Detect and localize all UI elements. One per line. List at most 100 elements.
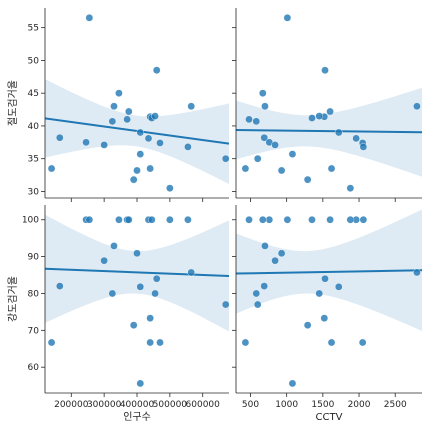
panel-pop-robbery: 60 70 80 90 100 20000030000040000050000060000… <box>7 205 230 423</box>
x-tick-label: 400000 <box>120 400 155 410</box>
x-tick-label: 500 <box>242 400 259 410</box>
data-point <box>258 215 267 224</box>
x-axis-label: 인구수 <box>123 411 151 423</box>
data-point <box>166 215 174 224</box>
data-point <box>221 300 230 309</box>
y-tick-label: 80 <box>28 289 40 299</box>
data-point <box>288 379 297 388</box>
data-point <box>283 215 292 224</box>
data-point <box>151 112 159 120</box>
confidence-band <box>236 87 422 177</box>
data-point <box>100 256 108 265</box>
data-point <box>136 283 145 291</box>
data-point <box>359 143 368 151</box>
y-tick-label: 90 <box>28 253 40 263</box>
data-point <box>261 102 269 111</box>
data-point <box>241 164 250 173</box>
data-point <box>303 321 312 329</box>
x-tick-label: 1000 <box>275 400 298 410</box>
data-point <box>334 283 343 291</box>
data-point <box>47 338 56 347</box>
panel-cctv-robbery: 500 1000 1500 2000 2500 CCTV <box>232 205 422 423</box>
data-point <box>100 141 108 149</box>
y-tick-label: 45 <box>28 89 39 99</box>
y-tick-label: 30 <box>28 187 40 197</box>
data-point <box>326 215 334 224</box>
data-point <box>85 215 94 224</box>
data-point <box>110 242 118 250</box>
regression-line <box>236 269 422 275</box>
data-point <box>308 215 316 224</box>
y-tick-label: 35 <box>28 155 39 165</box>
data-point <box>136 128 145 137</box>
data-point <box>124 215 133 224</box>
panel-pop-theft: 30 35 40 45 50 55 절도검거율 <box>6 8 230 202</box>
data-point <box>129 321 138 329</box>
data-point <box>321 66 329 75</box>
x-tick-label: 300000 <box>87 400 122 410</box>
data-point <box>123 115 131 124</box>
data-point <box>260 133 269 142</box>
data-point <box>253 154 262 163</box>
data-point <box>152 66 161 75</box>
data-point <box>136 150 145 158</box>
data-point <box>108 289 117 298</box>
data-point <box>265 215 274 224</box>
data-point <box>245 215 253 224</box>
panels-layer: 30 35 40 45 50 55 절도검거율 60 70 80 90 100 200000300000… <box>6 8 422 423</box>
data-point <box>327 164 336 173</box>
data-point <box>252 289 261 298</box>
data-point <box>110 102 118 111</box>
data-point <box>261 242 269 250</box>
data-point <box>277 249 286 258</box>
x-axis-label: CCTV <box>316 412 343 423</box>
data-point <box>146 164 154 173</box>
data-point <box>221 154 230 163</box>
data-point <box>288 150 297 158</box>
data-point <box>115 215 123 224</box>
data-point <box>315 289 324 298</box>
data-point <box>245 115 253 124</box>
data-point <box>315 112 324 120</box>
data-point <box>133 249 141 258</box>
panel-cctv-theft <box>232 8 422 202</box>
data-point <box>47 164 56 173</box>
data-point <box>151 289 159 298</box>
data-point <box>321 274 329 283</box>
y-axis-label: 강도검거율 <box>7 276 19 322</box>
data-point <box>260 282 269 290</box>
data-point <box>55 133 64 142</box>
data-point <box>326 107 334 116</box>
data-point <box>146 314 154 322</box>
data-point <box>271 256 279 265</box>
data-point <box>108 117 117 126</box>
data-point <box>129 175 138 184</box>
data-point <box>152 274 161 283</box>
data-point <box>283 14 292 22</box>
y-tick-label: 100 <box>22 216 39 226</box>
data-point <box>359 215 368 224</box>
data-point <box>147 215 156 224</box>
y-tick-label: 60 <box>28 363 40 373</box>
data-point <box>358 338 367 347</box>
regression-line <box>45 267 229 277</box>
confidence-band <box>236 209 422 331</box>
data-point <box>308 114 316 122</box>
y-tick-label: 50 <box>28 56 40 66</box>
data-point <box>271 141 279 149</box>
data-point <box>253 300 262 309</box>
x-tick-label: 2000 <box>348 400 371 410</box>
data-point <box>156 338 164 347</box>
y-tick-label: 40 <box>28 122 40 132</box>
data-point <box>136 379 145 388</box>
data-point <box>303 175 312 184</box>
data-point <box>133 166 141 175</box>
data-point <box>55 282 64 290</box>
data-point <box>413 102 421 111</box>
data-point <box>320 314 329 322</box>
data-point <box>241 338 250 347</box>
data-point <box>146 338 154 347</box>
y-tick-label: 55 <box>28 24 39 34</box>
x-tick-label: 200000 <box>54 400 89 410</box>
y-tick-label: 70 <box>28 326 40 336</box>
